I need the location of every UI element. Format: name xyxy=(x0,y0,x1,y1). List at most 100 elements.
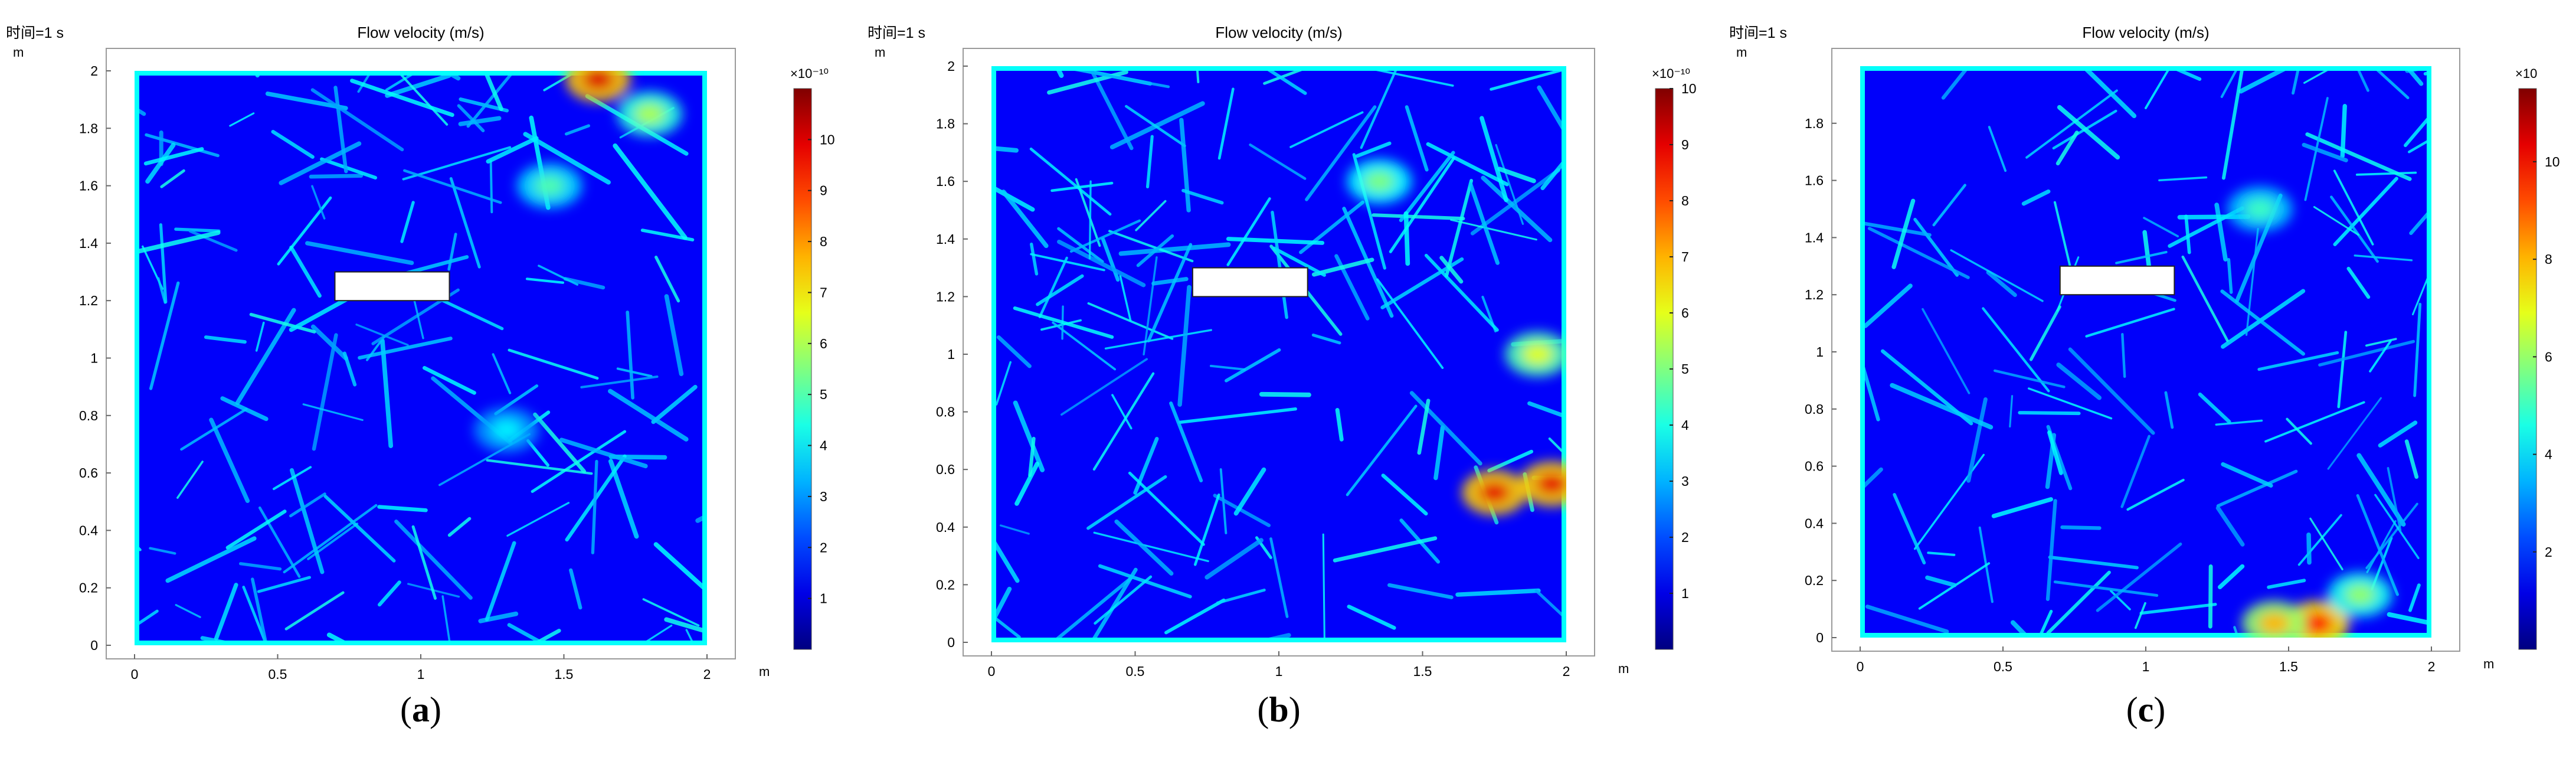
flow-streak xyxy=(2297,514,2342,566)
flow-streak xyxy=(311,185,326,220)
flow-streak xyxy=(1480,116,1508,203)
flow-streak xyxy=(2139,603,2217,615)
panel-letter: b xyxy=(1269,690,1289,729)
flow-streak xyxy=(188,230,238,252)
flow-streak xyxy=(1093,531,1209,563)
flow-streak xyxy=(2085,308,2175,338)
y-tick-label: 0.4 xyxy=(1805,515,1824,531)
colorbar-multiplier: ×10⁻¹⁰ xyxy=(790,66,829,81)
flow-streak xyxy=(525,277,565,284)
x-tick-label: 2 xyxy=(1563,664,1570,679)
y-tick-label: 0.2 xyxy=(79,580,98,596)
y-axis-unit: m xyxy=(13,45,24,60)
flow-streak xyxy=(489,159,493,214)
flow-streak xyxy=(1272,246,1326,277)
flow-streak xyxy=(508,348,599,380)
flow-streak xyxy=(209,417,250,503)
hotspot-core xyxy=(1364,171,1395,192)
flow-streak xyxy=(2355,66,2369,92)
flow-streak xyxy=(310,88,404,152)
flow-streak xyxy=(175,604,201,618)
flow-streak xyxy=(2292,66,2300,95)
x-tick-label: 1 xyxy=(2142,659,2150,674)
flow-streak xyxy=(423,365,476,395)
hotspot-core xyxy=(534,175,565,197)
flow-streak xyxy=(235,308,296,406)
flow-streak xyxy=(2366,520,2397,573)
flow-streak xyxy=(358,337,453,360)
flow-streak xyxy=(569,568,582,610)
flow-streak xyxy=(279,141,362,185)
flow-streak xyxy=(403,169,502,204)
flow-streak xyxy=(485,541,516,622)
flow-streak xyxy=(176,460,204,499)
flow-streak xyxy=(2057,104,2120,160)
flow-streak xyxy=(1993,369,2066,388)
flow-streak xyxy=(220,396,269,422)
flow-streak xyxy=(1104,329,1212,350)
flow-streak xyxy=(1450,218,1538,241)
flow-streak xyxy=(1271,210,1288,319)
flow-streak xyxy=(1405,105,1429,172)
flow-streak xyxy=(1333,536,1438,563)
flow-streak xyxy=(2120,435,2151,508)
flow-streak xyxy=(1372,213,1465,221)
colorbar-tick-label: 10 xyxy=(820,132,835,147)
y-tick-label: 0.8 xyxy=(936,404,955,420)
flow-streak xyxy=(1305,105,1377,201)
flow-streak xyxy=(1863,283,1913,328)
flow-streak xyxy=(1178,407,1297,424)
flow-streak xyxy=(1209,364,1246,371)
flow-streak xyxy=(2333,177,2398,246)
flow-streak xyxy=(2048,555,2139,570)
flow-streak xyxy=(385,73,451,98)
flow-streak xyxy=(2365,502,2418,569)
flow-streak xyxy=(1495,143,1524,225)
chart-svg: 时间=1 s Flow velocity (m/s) m m 0 0.5 1 1.5 2 0 0.2… xyxy=(868,24,1697,679)
y-tick-label: 1 xyxy=(1816,344,1824,360)
flow-streak xyxy=(135,609,159,628)
flow-streak xyxy=(312,333,338,451)
flow-streak xyxy=(1347,605,1396,630)
colorbar-tick-label: 3 xyxy=(820,489,827,504)
boundary-layer xyxy=(135,71,707,645)
flow-streak xyxy=(1982,307,2050,393)
flow-streak xyxy=(159,223,168,304)
flow-streak xyxy=(2337,331,2348,409)
obstacle xyxy=(334,271,450,302)
flow-streak xyxy=(492,353,512,394)
flow-streak xyxy=(1426,142,1509,187)
colorbar-tick-label: 9 xyxy=(1681,137,1689,152)
flow-streak xyxy=(1389,156,1455,253)
flow-streak xyxy=(283,504,378,574)
flow-streak xyxy=(204,335,247,344)
chart-svg: 时间=1 s Flow velocity (m/s) m m 0 0.5 1 1.5 2 0 0.2… xyxy=(6,24,835,682)
flow-streak xyxy=(457,104,485,133)
flow-streak xyxy=(2046,570,2111,635)
flow-streak xyxy=(350,79,454,117)
y-tick-label: 1.8 xyxy=(936,116,955,132)
flow-streak xyxy=(613,143,688,240)
flow-streak xyxy=(265,92,348,110)
hotspot-core xyxy=(1536,473,1566,495)
flow-streak xyxy=(160,169,185,188)
y-tick-label: 2 xyxy=(90,63,98,79)
flow-streak xyxy=(2198,392,2231,424)
flow-streak xyxy=(543,71,580,92)
flow-streak xyxy=(1311,333,1341,345)
colorbar-tick-label: 8 xyxy=(2545,252,2552,267)
colorbar-tick-label: 1 xyxy=(1681,586,1689,601)
flow-streak xyxy=(486,136,539,164)
colorbar-tick-label: 2 xyxy=(820,540,827,555)
y-tick-label: 1.4 xyxy=(79,236,98,251)
flow-streak xyxy=(1030,242,1039,276)
colorbar-multiplier: ×10 xyxy=(2515,66,2537,81)
flow-streak xyxy=(538,264,579,286)
panel-caption: (c) xyxy=(2126,690,2166,729)
flow-streak xyxy=(1036,274,1084,306)
flow-streak xyxy=(1867,227,1970,279)
flow-streak xyxy=(2408,583,2421,612)
flow-streak xyxy=(2355,171,2417,176)
flow-streak xyxy=(1136,234,1174,267)
flow-streak xyxy=(1249,143,1307,180)
